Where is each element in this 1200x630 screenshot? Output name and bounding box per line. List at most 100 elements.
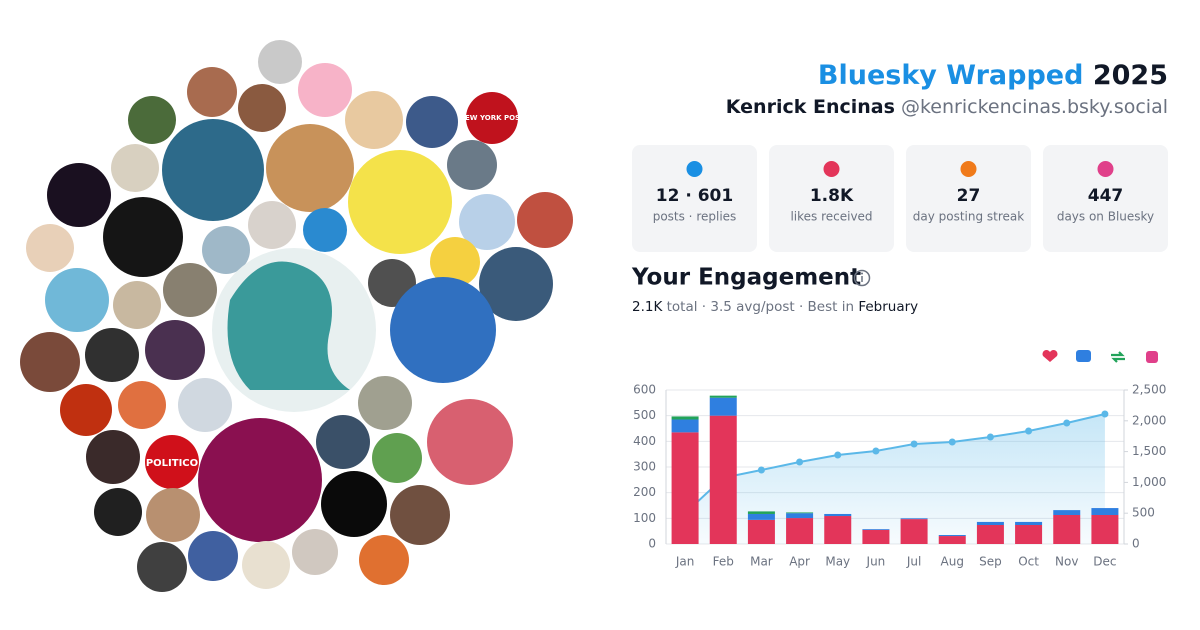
avatar[interactable] (113, 281, 161, 329)
info-icon[interactable] (853, 269, 871, 287)
avatar[interactable] (103, 197, 183, 277)
x-tick-label: Dec (1093, 555, 1116, 569)
avatar[interactable] (198, 418, 322, 542)
stat-card (1043, 145, 1168, 252)
y-tick-label: 0 (648, 537, 656, 551)
bar-segment (900, 519, 928, 544)
avatar[interactable] (406, 96, 458, 148)
avatar[interactable] (202, 226, 250, 274)
avatar[interactable] (298, 63, 352, 117)
avatar[interactable] (162, 119, 264, 221)
avatar[interactable] (459, 194, 515, 250)
x-tick-label: Jan (675, 555, 695, 569)
avatar[interactable] (390, 485, 450, 545)
avatar[interactable] (372, 433, 422, 483)
avatar[interactable] (321, 471, 387, 537)
avatar[interactable] (427, 399, 513, 485)
bar-segment (1015, 521, 1043, 526)
avatar[interactable] (145, 435, 199, 489)
avatar[interactable] (178, 378, 232, 432)
avatar[interactable] (358, 376, 412, 430)
avatar[interactable] (128, 96, 176, 144)
bar-segment (862, 529, 890, 530)
avatar[interactable] (479, 247, 553, 321)
summary: 2.1K total · 3.5 avg/post · Best in Febr… (632, 299, 918, 315)
x-tick-label: Jul (906, 555, 921, 569)
avatar[interactable] (111, 144, 159, 192)
cumulative-area (685, 414, 1105, 544)
stat-label: likes received (790, 210, 872, 224)
stat-card (906, 145, 1031, 252)
info-icon-dot (861, 272, 863, 275)
avatar[interactable] (390, 277, 496, 383)
avatar[interactable] (94, 488, 142, 536)
avatar[interactable] (187, 67, 237, 117)
avatar[interactable] (145, 320, 205, 380)
line-point (834, 451, 842, 459)
avatar[interactable] (292, 529, 338, 575)
avatar[interactable] (188, 531, 238, 581)
section-title: Your Engagement (631, 265, 861, 291)
avatar[interactable] (266, 124, 354, 212)
stat-value: 1.8K (810, 186, 854, 206)
x-tick-label: Sep (979, 555, 1002, 569)
x-tick-label: Feb (713, 555, 734, 569)
title: Bluesky Wrapped 2025 (818, 60, 1168, 91)
stat-value: 12 · 601 (656, 186, 733, 206)
bar-segment (671, 416, 699, 420)
y-tick-label: 100 (633, 511, 656, 525)
legend-icon[interactable] (1111, 351, 1125, 363)
bar-segment (786, 513, 814, 519)
stat-label: days on Bluesky (1057, 210, 1154, 224)
legend-icon[interactable] (1146, 351, 1158, 363)
stat-cards: 12 · 601 posts · replies 1.8K likes receive… (632, 145, 1168, 252)
y2-tick-label: 2,000 (1132, 413, 1166, 427)
line-point (948, 438, 956, 446)
avatar[interactable] (248, 201, 296, 249)
avatar[interactable] (146, 488, 200, 542)
avatar[interactable] (20, 332, 80, 392)
stat-icon (960, 161, 977, 177)
avatar[interactable] (26, 224, 74, 272)
bar-segment (862, 529, 890, 544)
avatar[interactable] (359, 535, 409, 585)
avatar[interactable] (258, 40, 302, 84)
avatar[interactable] (137, 542, 187, 592)
avatar[interactable] (447, 140, 497, 190)
x-tick-label: Mar (750, 555, 773, 569)
avatar[interactable] (45, 268, 109, 332)
y-tick-label: 600 (633, 383, 656, 397)
avatar[interactable] (303, 208, 347, 252)
avatar[interactable] (238, 84, 286, 132)
summary-total: 2.1K (632, 299, 663, 315)
avatar[interactable] (47, 163, 111, 227)
bar-segment (709, 415, 737, 544)
bar-segment (1091, 508, 1119, 515)
avatar[interactable] (242, 541, 290, 589)
avatar[interactable] (118, 381, 166, 429)
x-tick-label: May (825, 555, 850, 569)
avatar[interactable] (348, 150, 452, 254)
avatar[interactable] (517, 192, 573, 248)
y-tick-label: 500 (633, 408, 656, 422)
summary-text: total · 3.5 avg/post · Best in (667, 299, 854, 315)
avatar-label: NEW YORK POST (459, 114, 525, 122)
stat-value: 27 (957, 186, 981, 206)
bar-segment (824, 513, 852, 517)
bar-segment (786, 518, 814, 544)
avatar[interactable] (466, 92, 518, 144)
avatar-label: POLITICO (146, 458, 198, 469)
avatar[interactable] (430, 237, 480, 287)
avatar[interactable] (163, 263, 217, 317)
avatar[interactable] (345, 91, 403, 149)
avatar[interactable] (85, 328, 139, 382)
legend-icon[interactable] (1042, 349, 1058, 362)
bar-segment (1015, 525, 1043, 544)
avatar[interactable] (86, 430, 140, 484)
stat-card (632, 145, 757, 252)
line-point (872, 447, 880, 455)
legend-icon[interactable] (1076, 350, 1091, 362)
avatar[interactable] (316, 415, 370, 469)
avatar[interactable] (60, 384, 112, 436)
